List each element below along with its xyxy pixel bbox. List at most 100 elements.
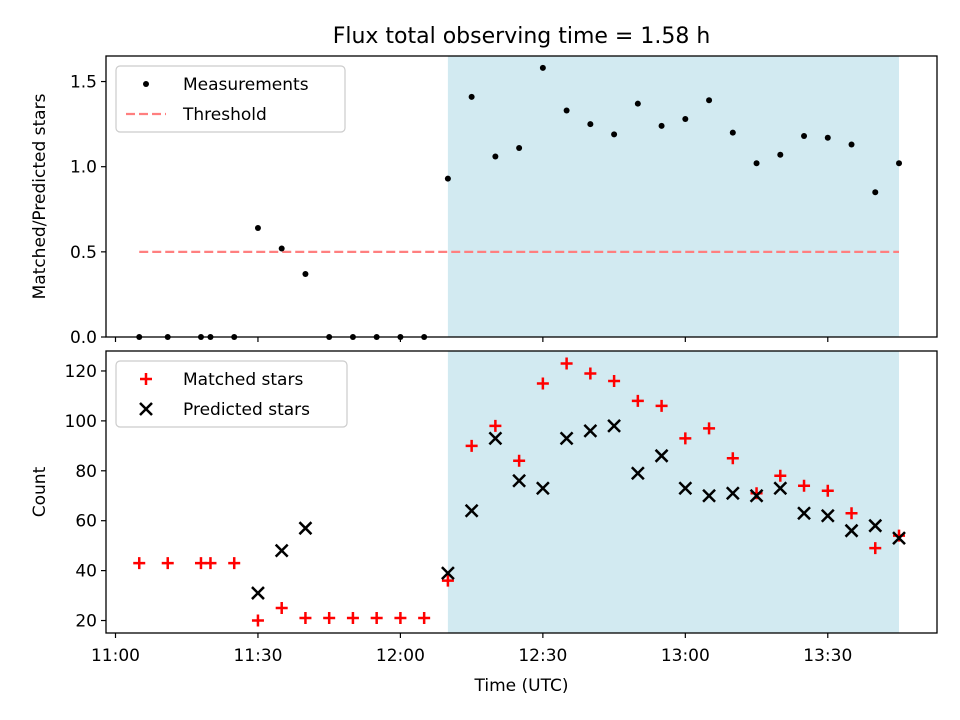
y-tick-label: 0.5 [70, 243, 97, 263]
predicted-star-point [535, 481, 550, 496]
y-axis-label: Matched/Predicted stars [30, 93, 50, 299]
matched-star-point [323, 612, 336, 625]
x-tick-label: 12:00 [376, 646, 425, 666]
measurement-point [682, 116, 689, 123]
predicted-star-point [725, 486, 740, 501]
chart-title: Flux total observing time = 1.58 h [333, 24, 711, 49]
matched-star-point [513, 454, 526, 467]
axes-frame [105, 55, 938, 338]
predicted-star-point [464, 503, 479, 518]
predicted-star-point [678, 481, 693, 496]
legend-box [115, 65, 346, 133]
y-tick-label: 0.0 [70, 328, 97, 348]
measurement-point [587, 121, 594, 128]
measurement-point [872, 189, 879, 196]
measurement-point [563, 107, 570, 114]
predicted-star-point [868, 518, 883, 533]
matched-star-point [584, 367, 597, 380]
matched-star-point [489, 419, 502, 432]
matched-star-point [275, 602, 288, 615]
predicted-star-point [749, 488, 764, 503]
legend: Measurements Threshold [115, 65, 346, 133]
matched-star-point [133, 557, 146, 570]
x-tick-label: 12:30 [518, 646, 567, 666]
measurement-point [444, 175, 451, 182]
measurement-point [302, 270, 309, 277]
measurement-point [729, 129, 736, 136]
x-tick-label: 11:30 [233, 646, 282, 666]
matched-star-point [703, 422, 716, 435]
y-tick-label: 1.5 [70, 73, 97, 93]
measurement-point [516, 144, 523, 151]
y-tick-label: 20 [75, 612, 97, 632]
matched-star-point [346, 612, 359, 625]
matched-star-point [251, 614, 264, 627]
matched-star-point [465, 439, 478, 452]
measurement-point [824, 134, 831, 141]
axes-frame [105, 350, 938, 634]
predicted-star-point [820, 508, 835, 523]
predicted-star-point [702, 488, 716, 503]
top-panel: 0.0 0.5 1.0 1.5 Matched/Predicted stars Measu… [30, 55, 938, 348]
legend: Matched stars Predicted stars [115, 360, 348, 428]
matched-star-point [370, 612, 383, 625]
predicted-star-point [583, 423, 598, 438]
predicted-star-point [797, 506, 811, 521]
measurement-point [848, 141, 855, 148]
predicted-star-point [844, 523, 859, 538]
matched-star-point [228, 557, 241, 570]
measurement-point [278, 245, 285, 252]
legend-predicted-marker [139, 402, 153, 416]
measurement-point [611, 131, 618, 138]
legend-label: Matched stars [183, 370, 303, 390]
matched-star-point [608, 374, 621, 387]
measurement-point [634, 100, 641, 107]
y-tick-label: 120 [65, 362, 97, 382]
x-axis-label: Time (UTC) [474, 676, 569, 696]
matched-star-point [845, 507, 858, 520]
predicted-star-point [892, 531, 906, 546]
measurement-point [468, 93, 475, 100]
matched-star-point [821, 484, 834, 497]
predicted-star-point [630, 466, 645, 481]
predicted-star-point [488, 431, 503, 446]
predicted-star-point [773, 481, 788, 496]
matched-star-point [536, 377, 549, 390]
x-tick-label: 13:00 [661, 646, 710, 666]
measurement-point [706, 97, 713, 104]
measurement-point [777, 151, 784, 158]
y-tick-label: 80 [75, 462, 97, 482]
predicted-star-point [298, 521, 313, 536]
predicted-star-point [654, 448, 669, 463]
legend-label: Predicted stars [183, 400, 310, 420]
legend-measurement-marker [143, 81, 149, 87]
measurement-point [492, 153, 499, 160]
matched-star-point [441, 574, 454, 587]
matched-star-point [299, 612, 312, 625]
matched-star-point [161, 557, 174, 570]
predicted-star-point [559, 431, 574, 446]
predicted-star-point [274, 543, 289, 558]
measurement-point [753, 160, 760, 167]
matched-star-point [204, 557, 217, 570]
legend-matched-marker [140, 373, 152, 385]
measurement-point [801, 133, 808, 140]
x-tick-label: 11:00 [91, 646, 140, 666]
y-axis-label: Count [30, 466, 50, 517]
predicted-star-point [441, 566, 455, 580]
matched-star-point [726, 452, 739, 465]
matched-star-point [418, 612, 431, 625]
y-tick-label: 60 [75, 512, 97, 532]
matched-star-point [394, 612, 407, 625]
matched-star-point [679, 432, 692, 445]
legend-label: Threshold [182, 105, 267, 125]
matched-star-point [560, 357, 573, 370]
matched-star-point [631, 394, 644, 407]
measurement-point [254, 225, 261, 232]
legend-label: Measurements [183, 75, 309, 95]
predicted-star-point [607, 418, 621, 433]
measurement-point [896, 160, 903, 167]
y-tick-label: 40 [75, 562, 97, 582]
y-tick-label: 1.0 [70, 158, 97, 178]
